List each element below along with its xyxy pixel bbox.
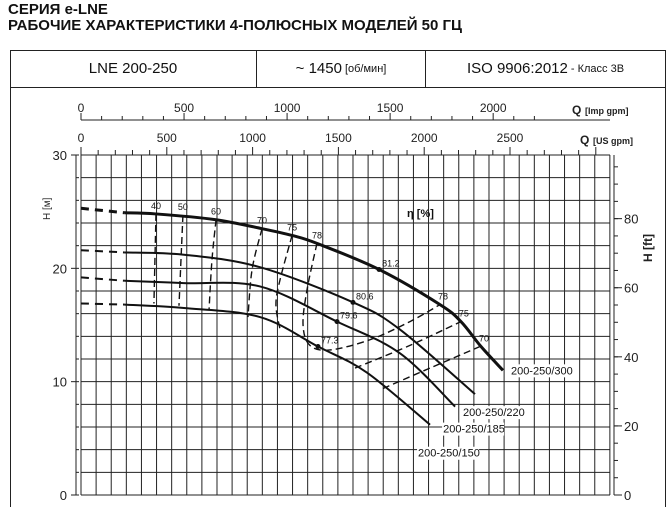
- bep-label: 77.3: [321, 336, 339, 346]
- curve-label: 200-250/220: [463, 407, 525, 419]
- efficiency-line-78: [302, 243, 441, 351]
- efficiency-label: 50: [178, 202, 188, 212]
- bep-label: 79.6: [340, 311, 358, 321]
- standard-cell: ISO 9906:2012- Класс 3B: [426, 50, 665, 87]
- page-title: РАБОЧИЕ ХАРАКТЕРИСТИКИ 4-ПОЛЮСНЫХ МОДЕЛЕ…: [8, 17, 462, 34]
- efficiency-line-75: [275, 235, 293, 330]
- bep-label: 81.2: [382, 258, 400, 268]
- imp-axis-tick-label: 500: [174, 101, 194, 115]
- efficiency-line-70: [247, 228, 263, 318]
- standard-class: - Класс 3B: [570, 62, 625, 75]
- efficiency-label: 75: [287, 222, 297, 232]
- model-name: LNE 200-250: [88, 60, 178, 77]
- imp-axis-tick-label: 1500: [377, 101, 404, 115]
- efficiency-line-40: [153, 213, 157, 304]
- model-cell: LNE 200-250: [10, 50, 257, 87]
- curve-dashed-200-250-300: [80, 206, 126, 215]
- us-axis-tick-label: 500: [157, 131, 177, 145]
- left-axis-label: H [м]: [42, 197, 53, 220]
- efficiency-line-60: [208, 219, 217, 311]
- standard-value: ISO 9906:2012: [466, 60, 568, 77]
- right-axis-tick-label: 60: [624, 281, 638, 296]
- curve-dashed-200-250-220: [80, 249, 125, 254]
- bep-marker: [334, 319, 340, 325]
- curve-label-bg: [461, 406, 524, 420]
- bep-marker: [376, 266, 382, 272]
- curve-label: 200-250/185: [443, 424, 505, 436]
- right-axis-tick-label: 40: [624, 350, 638, 365]
- efficiency-line-70: [382, 345, 481, 390]
- right-axis-tick-label: 20: [624, 419, 638, 434]
- curve-dashed-200-250-150: [80, 302, 125, 306]
- curve-200-250-300: [124, 211, 505, 372]
- efficiency-line-50: [178, 215, 184, 306]
- right-axis-tick-label: 80: [624, 212, 638, 227]
- bep-marker: [315, 344, 321, 350]
- imp-axis-tick-label: 1000: [274, 101, 301, 115]
- imp-axis-tick-label: 2000: [480, 101, 507, 115]
- curve-label-bg: [417, 446, 480, 460]
- efficiency-label: 70: [257, 216, 267, 226]
- left-axis-tick-label: 30: [53, 148, 67, 163]
- us-axis-tick-label: 2500: [497, 131, 524, 145]
- us-axis-tick-label: 0: [78, 131, 85, 145]
- efficiency-axis-label: η [%]: [407, 208, 434, 220]
- curve-200-250-220: [124, 251, 476, 395]
- left-axis-tick-label: 10: [53, 375, 67, 390]
- us-axis-unit: [US gpm]: [593, 136, 633, 146]
- speed-value: ~ 1450: [295, 60, 342, 77]
- bep-label: 80.6: [356, 291, 374, 301]
- left-axis-tick-label: 0: [60, 488, 67, 503]
- curve-200-250-185: [124, 279, 456, 408]
- efficiency-line-75: [354, 320, 462, 369]
- curve-label: 200-250/300: [511, 365, 573, 377]
- speed-unit: [об/мин]: [344, 62, 387, 75]
- imp-axis-tick-label: 0: [78, 101, 85, 115]
- curve-label-bg: [442, 422, 505, 436]
- us-axis-tick-label: 2000: [411, 131, 438, 145]
- chart-frame: [10, 50, 666, 507]
- efficiency-label: 40: [151, 201, 161, 211]
- efficiency-label: 70: [479, 334, 489, 344]
- info-row: LNE 200-250 ~ 1450 [об/мин] ISO 9906:2012…: [10, 50, 665, 88]
- curve-dashed-200-250-185: [80, 276, 126, 282]
- us-axis-label: Q: [580, 133, 589, 147]
- efficiency-label: 78: [438, 292, 448, 302]
- efficiency-label: 75: [459, 309, 469, 319]
- efficiency-label: 78: [312, 230, 322, 240]
- curve-200-250-150: [124, 303, 431, 426]
- imp-axis-label: Q: [572, 103, 581, 117]
- us-axis-tick-label: 1500: [325, 131, 352, 145]
- curve-label: 200-250/150: [418, 448, 480, 460]
- efficiency-label: 60: [211, 207, 221, 217]
- left-axis-tick-label: 20: [53, 261, 67, 276]
- bep-marker: [350, 299, 356, 305]
- series-title: СЕРИЯ e-LNE: [8, 1, 108, 18]
- curve-label-bg: [509, 364, 572, 378]
- right-axis-tick-label: 0: [624, 488, 631, 503]
- speed-cell: ~ 1450 [об/мин]: [257, 50, 426, 87]
- right-axis-label: H [ft]: [641, 234, 655, 262]
- imp-axis-unit: [Imp gpm]: [585, 106, 629, 116]
- us-axis-tick-label: 1000: [239, 131, 266, 145]
